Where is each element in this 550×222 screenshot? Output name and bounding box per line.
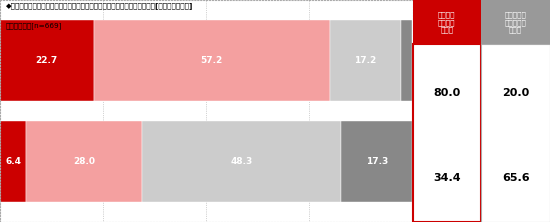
Text: ◆以下のことを、勤務先はやるべきだと思うか、やる必要はないと思うか　[各単一回答形式]: ◆以下のことを、勤務先はやるべきだと思うか、やる必要はないと思うか [各単一回答… bbox=[6, 2, 193, 9]
Text: 6.4: 6.4 bbox=[5, 157, 21, 166]
Bar bbox=[400, 20, 412, 101]
FancyBboxPatch shape bbox=[481, 44, 550, 222]
Text: 57.2: 57.2 bbox=[201, 56, 223, 65]
Text: 80.0: 80.0 bbox=[433, 88, 460, 98]
Bar bbox=[0, 121, 26, 202]
FancyBboxPatch shape bbox=[481, 0, 550, 44]
Bar bbox=[142, 121, 341, 202]
Bar bbox=[94, 20, 329, 101]
Text: やる必要は
ないと思う
（計）: やる必要は ないと思う （計） bbox=[505, 11, 526, 33]
Text: 48.3: 48.3 bbox=[230, 157, 252, 166]
Text: 17.3: 17.3 bbox=[366, 157, 388, 166]
Bar bbox=[341, 121, 412, 202]
Text: 34.4: 34.4 bbox=[433, 172, 461, 183]
FancyBboxPatch shape bbox=[412, 44, 481, 222]
Text: 65.6: 65.6 bbox=[502, 172, 530, 183]
Text: 対象：有職者[n=669]: 対象：有職者[n=669] bbox=[6, 22, 62, 29]
Bar bbox=[26, 121, 142, 202]
Text: 28.0: 28.0 bbox=[73, 157, 95, 166]
Text: やるべき
だと思う
（計）: やるべき だと思う （計） bbox=[438, 11, 455, 33]
Text: 17.2: 17.2 bbox=[354, 56, 376, 65]
Bar bbox=[0, 20, 94, 101]
Bar bbox=[329, 20, 400, 101]
FancyBboxPatch shape bbox=[412, 0, 481, 44]
Text: 22.7: 22.7 bbox=[36, 56, 58, 65]
Text: 20.0: 20.0 bbox=[502, 88, 529, 98]
